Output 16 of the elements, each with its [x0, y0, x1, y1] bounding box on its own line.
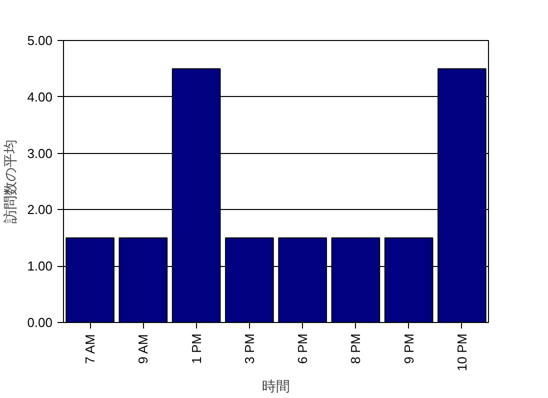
- y-tick-label: 2.00: [27, 202, 53, 218]
- x-tick-label: 7 AM: [82, 334, 98, 364]
- y-axis-title: 訪問数の平均: [3, 140, 20, 224]
- x-tick-label: 1 PM: [188, 334, 204, 364]
- x-tick-label: 6 PM: [295, 334, 310, 364]
- x-tick-label: 9 AM: [136, 334, 151, 364]
- x-axis-title: 時間: [262, 379, 290, 396]
- y-tick-label: 0.00: [27, 315, 53, 330]
- y-tick-label: 3.00: [27, 146, 53, 161]
- y-tick-label: 1.00: [27, 258, 53, 274]
- y-tick-label: 5.00: [27, 33, 53, 48]
- x-tick-label: 9 PM: [401, 334, 416, 364]
- x-tick-label: 3 PM: [242, 334, 257, 364]
- x-tick-label: 8 PM: [348, 334, 364, 364]
- x-tick-label: 10 PM: [454, 333, 470, 372]
- y-tick-label: 4.00: [27, 89, 53, 104]
